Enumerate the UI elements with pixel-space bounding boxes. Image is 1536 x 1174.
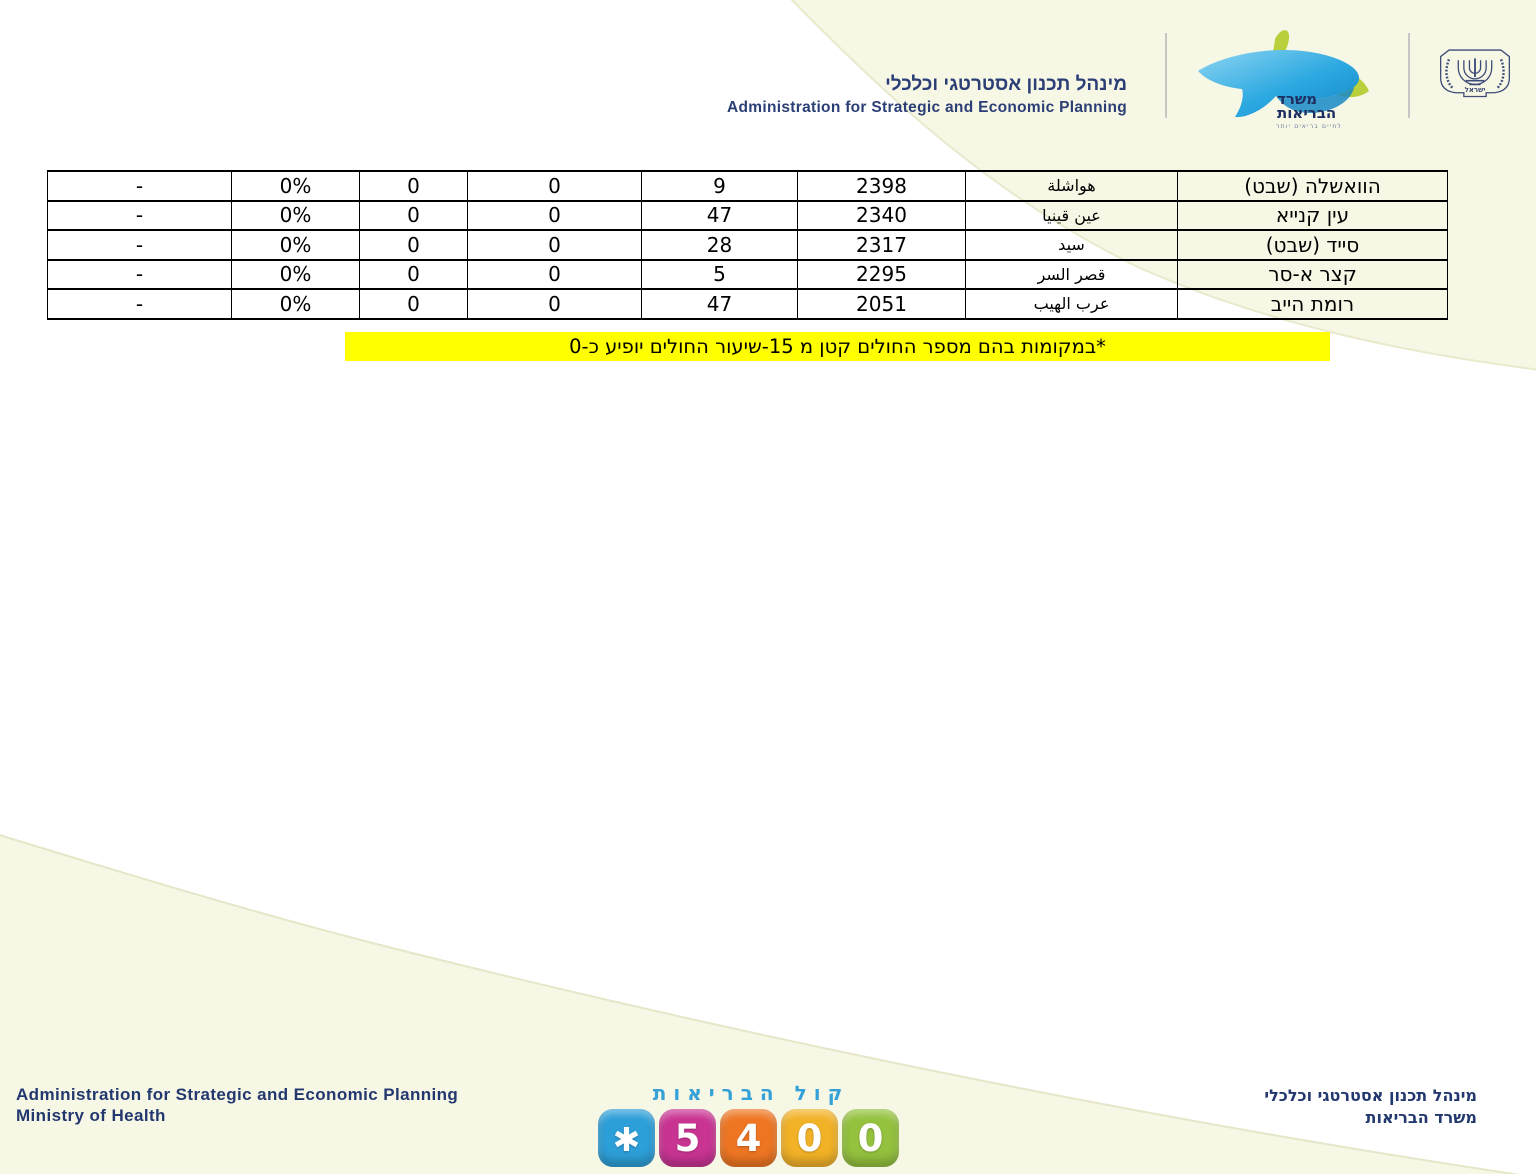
emblem-label: ישראל — [1465, 86, 1486, 94]
table-cell: 0 — [359, 170, 468, 202]
moh-name-line1: משרד — [1277, 90, 1317, 108]
footer-hebrew-line1: מינהל תכנון אסטרטגי וכלכלי — [1264, 1086, 1477, 1105]
table-cell: - — [47, 229, 232, 261]
table-cell: 0% — [231, 199, 360, 231]
table-row: - 0% 0 0 9 2398 هواشلة הוואשלה (שבט) — [47, 170, 1448, 202]
table-cell: - — [47, 199, 232, 231]
table-cell: 0% — [231, 258, 360, 290]
table-cell: 0 — [467, 199, 642, 231]
table-cell-arabic-name: عرب الهيب — [965, 288, 1178, 320]
moh-star-icon — [1198, 30, 1369, 118]
table-cell: 0 — [467, 288, 642, 320]
table-cell: 2340 — [797, 199, 966, 231]
table-row: - 0% 0 0 47 2340 عين قينيا עין קנייא — [47, 199, 1448, 231]
table-cell-arabic-name: عين قينيا — [965, 199, 1178, 231]
table-cell: 0% — [231, 170, 360, 202]
footer-english-block: Administration for Strategic and Economi… — [16, 1084, 458, 1127]
table-cell: 2317 — [797, 229, 966, 261]
table-cell-hebrew-name: עין קנייא — [1177, 199, 1448, 231]
tile-digit-0a: 0 — [781, 1109, 838, 1167]
tile-digit-0b: 0 — [842, 1109, 899, 1167]
table-cell: 2398 — [797, 170, 966, 202]
table-cell: - — [47, 288, 232, 320]
table-cell: 2051 — [797, 288, 966, 320]
table-row: - 0% 0 0 5 2295 قصر السر קצר א-סר — [47, 258, 1448, 290]
localities-data-table: - 0% 0 0 9 2398 هواشلة הוואשלה (שבט) - 0… — [47, 170, 1448, 320]
table-cell: 0% — [231, 229, 360, 261]
tile-digit-5: 5 — [659, 1109, 716, 1167]
table-cell: 28 — [641, 229, 798, 261]
table-cell: 47 — [641, 288, 798, 320]
table-row: - 0% 0 0 47 2051 عرب الهيب רומת הייב — [47, 288, 1448, 320]
header-department-block: מינהל תכנון אסטרטגי וכלכלי Administratio… — [727, 74, 1127, 117]
table-cell-arabic-name: هواشلة — [965, 170, 1178, 202]
table-cell-hebrew-name: רומת הייב — [1177, 288, 1448, 320]
kol-habriut-5400-logo: קול הבריאות ✱ 5 4 0 0 — [598, 1081, 904, 1167]
header-title-english: Administration for Strategic and Economi… — [727, 99, 1127, 116]
table-cell-arabic-name: قصر السر — [965, 258, 1178, 290]
footer-hebrew-block: מינהל תכנון אסטרטגי וכלכלי משרד הבריאות — [1264, 1085, 1477, 1130]
moh-name-line2: הבריאות — [1277, 104, 1336, 122]
ministry-of-health-logo: משרד הבריאות לחיים בריאים יותר — [1198, 30, 1369, 130]
header-divider-right — [1408, 33, 1410, 118]
table-cell: 0 — [467, 258, 642, 290]
header-divider-left — [1165, 33, 1167, 118]
table-cell: 0 — [467, 229, 642, 261]
table-cell: 0 — [359, 258, 468, 290]
tile-asterisk: ✱ — [598, 1109, 655, 1167]
table-cell: 0 — [359, 229, 468, 261]
footnote-highlighted: *במקומות בהם מספר החולים קטן מ 15-שיעור … — [345, 332, 1330, 361]
table-cell: 47 — [641, 199, 798, 231]
table-cell: 0 — [467, 170, 642, 202]
footer-english-line1: Administration for Strategic and Economi… — [16, 1085, 459, 1104]
kol-habriut-title: קול הבריאות — [652, 1081, 850, 1105]
footer-english-line2: Ministry of Health — [16, 1106, 166, 1126]
table-cell: 0 — [359, 199, 468, 231]
table-cell: 0 — [359, 288, 468, 320]
table-cell: - — [47, 258, 232, 290]
table-cell-hebrew-name: קצר א-סר — [1177, 258, 1448, 290]
moh-tagline: לחיים בריאים יותר — [1276, 123, 1342, 130]
footer-hebrew-line2: משרד הבריאות — [1365, 1108, 1477, 1128]
header-title-hebrew: מינהל תכנון אסטרטגי וכלכלי — [885, 74, 1127, 95]
kol-habriut-tiles: ✱ 5 4 0 0 — [598, 1109, 904, 1167]
table-cell: 5 — [641, 258, 798, 290]
tile-digit-4: 4 — [720, 1109, 777, 1167]
background-curve-bottom — [0, 834, 1521, 1174]
table-row: - 0% 0 0 28 2317 سيد סייד (שבט) — [47, 229, 1448, 261]
table-cell-hebrew-name: הוואשלה (שבט) — [1177, 170, 1448, 202]
table-cell-hebrew-name: סייד (שבט) — [1177, 229, 1448, 261]
table-cell: 9 — [641, 170, 798, 202]
israel-state-emblem-icon: ישראל — [1439, 49, 1511, 98]
table-cell: 2295 — [797, 258, 966, 290]
table-cell: - — [47, 170, 232, 202]
table-cell: 0% — [231, 288, 360, 320]
table-cell-arabic-name: سيد — [965, 229, 1178, 261]
